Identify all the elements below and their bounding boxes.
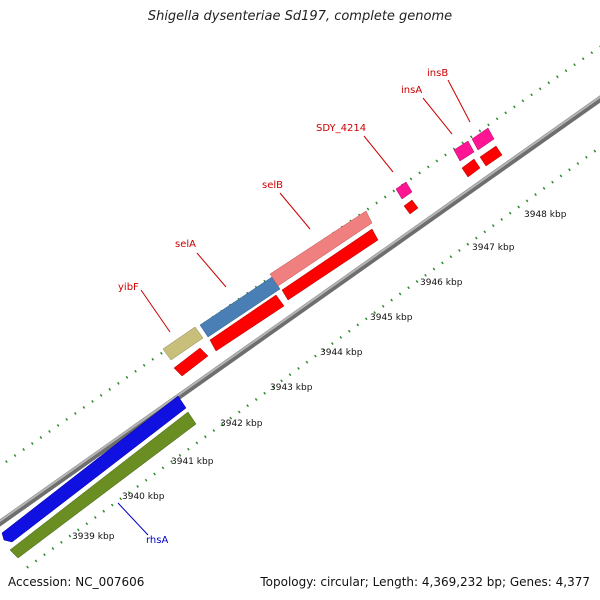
accession-text: Accession: NC_007606	[8, 575, 145, 589]
scale-label: 3945 kbp	[370, 313, 413, 323]
inner-tick-ring	[21, 145, 600, 570]
gene-arrow-selA[interactable]	[209, 294, 285, 352]
leader-rhsA	[117, 502, 149, 536]
genome-backbone-highlight	[0, 95, 600, 523]
genome-summary-text: Topology: circular; Length: 4,369,232 bp…	[260, 575, 590, 589]
gene-box-selA[interactable]	[199, 276, 281, 338]
leader-SDY_4214	[363, 135, 394, 173]
gene-arrow-selB[interactable]	[281, 228, 379, 301]
scale-label: 3948 kbp	[524, 210, 567, 220]
scale-label: 3947 kbp	[472, 243, 515, 253]
gene-label-selA[interactable]: selA	[175, 239, 196, 250]
scale-label: 3940 kbp	[122, 492, 165, 502]
leader-insB	[447, 79, 471, 123]
gene-box-insB[interactable]	[471, 127, 495, 151]
gene-box-selB[interactable]	[269, 210, 373, 287]
map-title: Shigella dysenteriae Sd197, complete gen…	[147, 9, 453, 24]
gene-bar-blue[interactable]	[1, 395, 187, 543]
scale-label: 3941 kbp	[171, 457, 214, 467]
scale-label: 3939 kbp	[72, 532, 115, 542]
gene-label-insB[interactable]: insB	[427, 68, 448, 79]
gene-label-selB[interactable]: selB	[262, 180, 283, 191]
leader-selA	[196, 252, 227, 288]
scale-label: 3942 kbp	[220, 419, 263, 429]
leader-yibF	[140, 289, 171, 333]
leader-insA	[422, 97, 453, 135]
gene-box-insA[interactable]	[453, 140, 475, 162]
gene-bar-rhsA[interactable]	[9, 411, 197, 559]
leader-selB	[279, 192, 311, 230]
gene-label-yibF[interactable]: yibF	[118, 282, 139, 293]
genome-backbone	[0, 95, 600, 527]
scale-label: 3944 kbp	[320, 348, 363, 358]
scale-label: 3946 kbp	[420, 278, 463, 288]
gene-arrow-insB[interactable]	[479, 145, 503, 167]
gene-box-SDY_4214[interactable]	[395, 181, 413, 200]
gene-label-SDY_4214[interactable]: SDY_4214	[316, 123, 366, 134]
gene-label-insA[interactable]: insA	[401, 85, 422, 96]
scale-label: 3943 kbp	[270, 383, 313, 393]
gene-label-rhsA[interactable]: rhsA	[146, 535, 168, 546]
gene-arrow-SDY_4214[interactable]	[403, 199, 419, 215]
gene-arrow-yibF[interactable]	[173, 347, 209, 377]
gene-box-yibF[interactable]	[162, 326, 204, 361]
gene-arrow-insA[interactable]	[461, 158, 481, 178]
